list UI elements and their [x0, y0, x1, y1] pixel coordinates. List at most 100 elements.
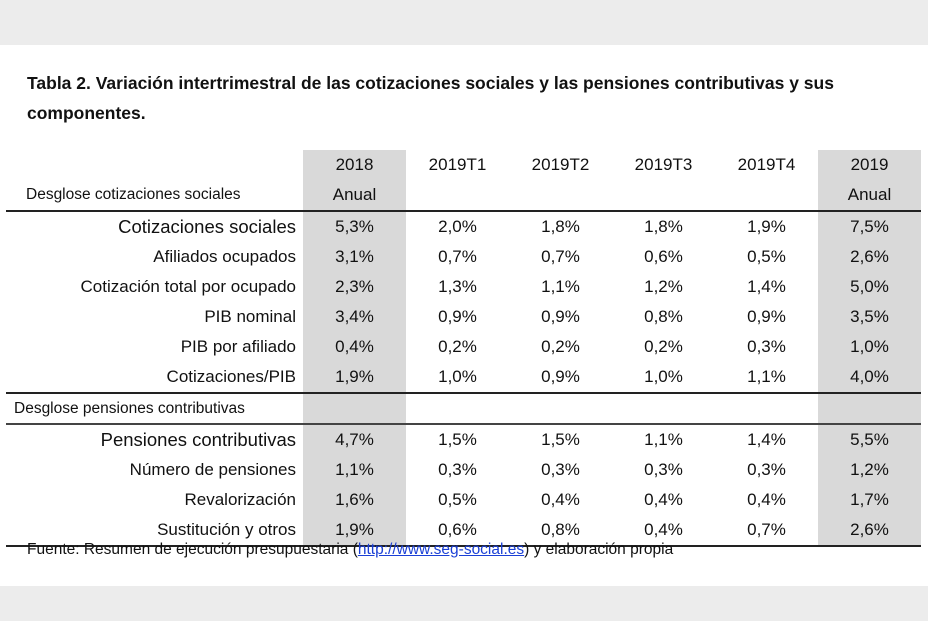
cell-value: 1,2% — [818, 455, 921, 485]
row-label: Pensiones contributivas — [100, 429, 296, 450]
empty-cell — [509, 392, 612, 425]
cell-value: 1,1% — [303, 455, 406, 485]
cell-value: 0,7% — [438, 247, 477, 266]
column-header: 2019T2 — [531, 155, 590, 174]
cell-value: 1,4% — [747, 277, 786, 296]
column-header: 2018 — [303, 150, 406, 180]
cell-value: 1,4% — [747, 430, 786, 449]
cell-value: 1,1% — [644, 430, 683, 449]
cell-value: 2,6% — [818, 242, 921, 272]
table-row: PIB por afiliado 0,4% 0,2% 0,2% 0,2% 0,3% 1,0% — [6, 332, 921, 362]
table-row: Cotización total por ocupado 2,3% 1,3% 1,1%… — [6, 272, 921, 302]
cell-value: 0,3% — [747, 460, 786, 479]
cell-value: 1,1% — [541, 277, 580, 296]
cell-value: 1,5% — [438, 430, 477, 449]
cell-value: 0,4% — [541, 490, 580, 509]
cell-value: 3,5% — [818, 302, 921, 332]
cell-value: 2,0% — [438, 217, 477, 236]
column-header: Anual — [303, 180, 406, 212]
cell-value: 1,0% — [644, 367, 683, 386]
cell-value: 7,5% — [818, 211, 921, 242]
cell-value: 1,7% — [818, 485, 921, 515]
cell-value: 3,4% — [303, 302, 406, 332]
header-corner — [6, 150, 303, 180]
cell-value: 0,6% — [644, 247, 683, 266]
empty-cell — [715, 392, 818, 425]
cell-value: 0,2% — [644, 337, 683, 356]
row-label: Afiliados ocupados — [153, 247, 296, 266]
cell-value: 1,0% — [818, 332, 921, 362]
cell-value: 0,4% — [303, 332, 406, 362]
empty-cell — [612, 392, 715, 425]
cell-value: 1,9% — [303, 515, 406, 547]
cell-value: 2,3% — [303, 272, 406, 302]
cell-value: 0,9% — [541, 367, 580, 386]
cell-value: 0,3% — [541, 460, 580, 479]
cell-value: 0,7% — [715, 515, 818, 547]
cell-value: 1,0% — [438, 367, 477, 386]
column-header: 2019T4 — [737, 155, 796, 174]
column-header: 2019 — [818, 150, 921, 180]
cell-value: 5,5% — [818, 424, 921, 455]
cell-value: 1,6% — [303, 485, 406, 515]
column-header: Anual — [818, 180, 921, 212]
column-header: 2019T3 — [634, 155, 693, 174]
column-header — [509, 180, 612, 212]
data-table: 2018 2019T1 2019T2 2019T3 2019T4 2019 Desglose… — [6, 150, 921, 547]
cell-value: 0,8% — [644, 307, 683, 326]
cell-value: 0,7% — [541, 247, 580, 266]
cell-value: 0,9% — [747, 307, 786, 326]
row-label: Número de pensiones — [129, 460, 296, 479]
section-heading: Desglose pensiones contributivas — [6, 392, 303, 425]
row-label: Revalorización — [184, 490, 297, 509]
source-prefix: Fuente: Resumen de ejecución presupuesta… — [27, 541, 358, 558]
column-header — [612, 180, 715, 212]
column-header — [715, 180, 818, 212]
cell-value: 4,7% — [303, 424, 406, 455]
row-label: Cotizaciones/PIB — [166, 367, 296, 386]
source-link[interactable]: http://www.seg-social.es — [357, 541, 525, 558]
cell-value: 0,6% — [406, 515, 509, 547]
cell-value: 0,3% — [438, 460, 477, 479]
cell-value: 0,2% — [541, 337, 580, 356]
cell-value: 0,5% — [747, 247, 786, 266]
table-row: Pensiones contributivas 4,7% 1,5% 1,5% 1,1% 1… — [6, 424, 921, 455]
empty-cell — [818, 392, 921, 425]
header-row: Desglose cotizaciones sociales Anual Anual — [6, 180, 921, 212]
row-label: Cotizaciones sociales — [118, 216, 296, 237]
table-row: Número de pensiones 1,1% 0,3% 0,3% 0,3% 0,3% 1… — [6, 455, 921, 485]
cell-value: 2,6% — [818, 515, 921, 547]
cell-value: 1,2% — [644, 277, 683, 296]
header-row: 2018 2019T1 2019T2 2019T3 2019T4 2019 — [6, 150, 921, 180]
cell-value: 0,2% — [438, 337, 477, 356]
empty-cell — [406, 392, 509, 425]
section-heading: Desglose cotizaciones sociales — [6, 180, 303, 212]
row-label: PIB nominal — [204, 307, 296, 326]
cell-value: 1,1% — [747, 367, 786, 386]
section-row: Desglose pensiones contributivas — [6, 392, 921, 425]
cell-value: 0,3% — [644, 460, 683, 479]
table-row: PIB nominal 3,4% 0,9% 0,9% 0,8% 0,9% 3,5% — [6, 302, 921, 332]
cell-value: 0,9% — [541, 307, 580, 326]
cell-value: 0,8% — [509, 515, 612, 547]
cell-value: 1,9% — [747, 217, 786, 236]
table-row: Afiliados ocupados 3,1% 0,7% 0,7% 0,6% 0,5% 2,… — [6, 242, 921, 272]
source-suffix: ) y elaboración propia — [524, 541, 674, 558]
cell-value: 4,0% — [818, 362, 921, 393]
source-note: Fuente: Resumen de ejecución presupuesta… — [27, 541, 673, 559]
table-row: Sustitución y otros 1,9% 0,6% 0,8% 0,4% 0,7% 2… — [6, 515, 921, 547]
cell-value: 0,5% — [438, 490, 477, 509]
column-header — [406, 180, 509, 212]
cell-value: 1,3% — [438, 277, 477, 296]
cell-value: 3,1% — [303, 242, 406, 272]
empty-cell — [303, 392, 406, 425]
row-label: Sustitución y otros — [6, 515, 303, 547]
cell-value: 5,3% — [303, 211, 406, 242]
cell-value: 1,5% — [541, 430, 580, 449]
table-title: Tabla 2. Variación intertrimestral de la… — [27, 73, 834, 123]
cell-value: 1,8% — [541, 217, 580, 236]
cell-value: 0,4% — [747, 490, 786, 509]
cell-value: 0,4% — [612, 515, 715, 547]
cell-value: 1,8% — [644, 217, 683, 236]
table-row: Cotizaciones sociales 5,3% 2,0% 1,8% 1,8% 1,9… — [6, 211, 921, 242]
